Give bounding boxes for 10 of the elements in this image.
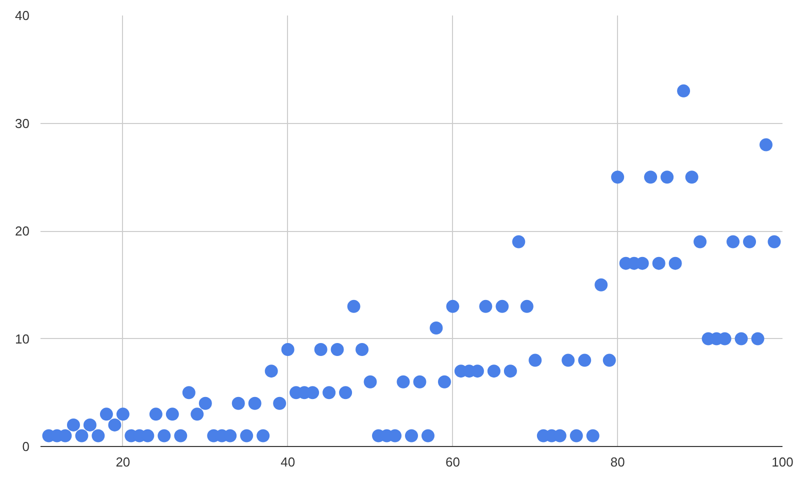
x-tick-label: 60 <box>445 454 460 470</box>
x-tick-label: 80 <box>610 454 625 470</box>
y-tick-label: 0 <box>22 439 30 454</box>
x-tick-label: 40 <box>280 454 296 470</box>
x-tick-label: 100 <box>772 454 794 470</box>
y-tick-label: 40 <box>15 8 30 23</box>
y-tick-label: 20 <box>15 224 30 238</box>
y-tick-label: 30 <box>15 116 30 131</box>
y-tick-label: 10 <box>15 331 30 346</box>
x-tick-label: 20 <box>116 454 130 470</box>
